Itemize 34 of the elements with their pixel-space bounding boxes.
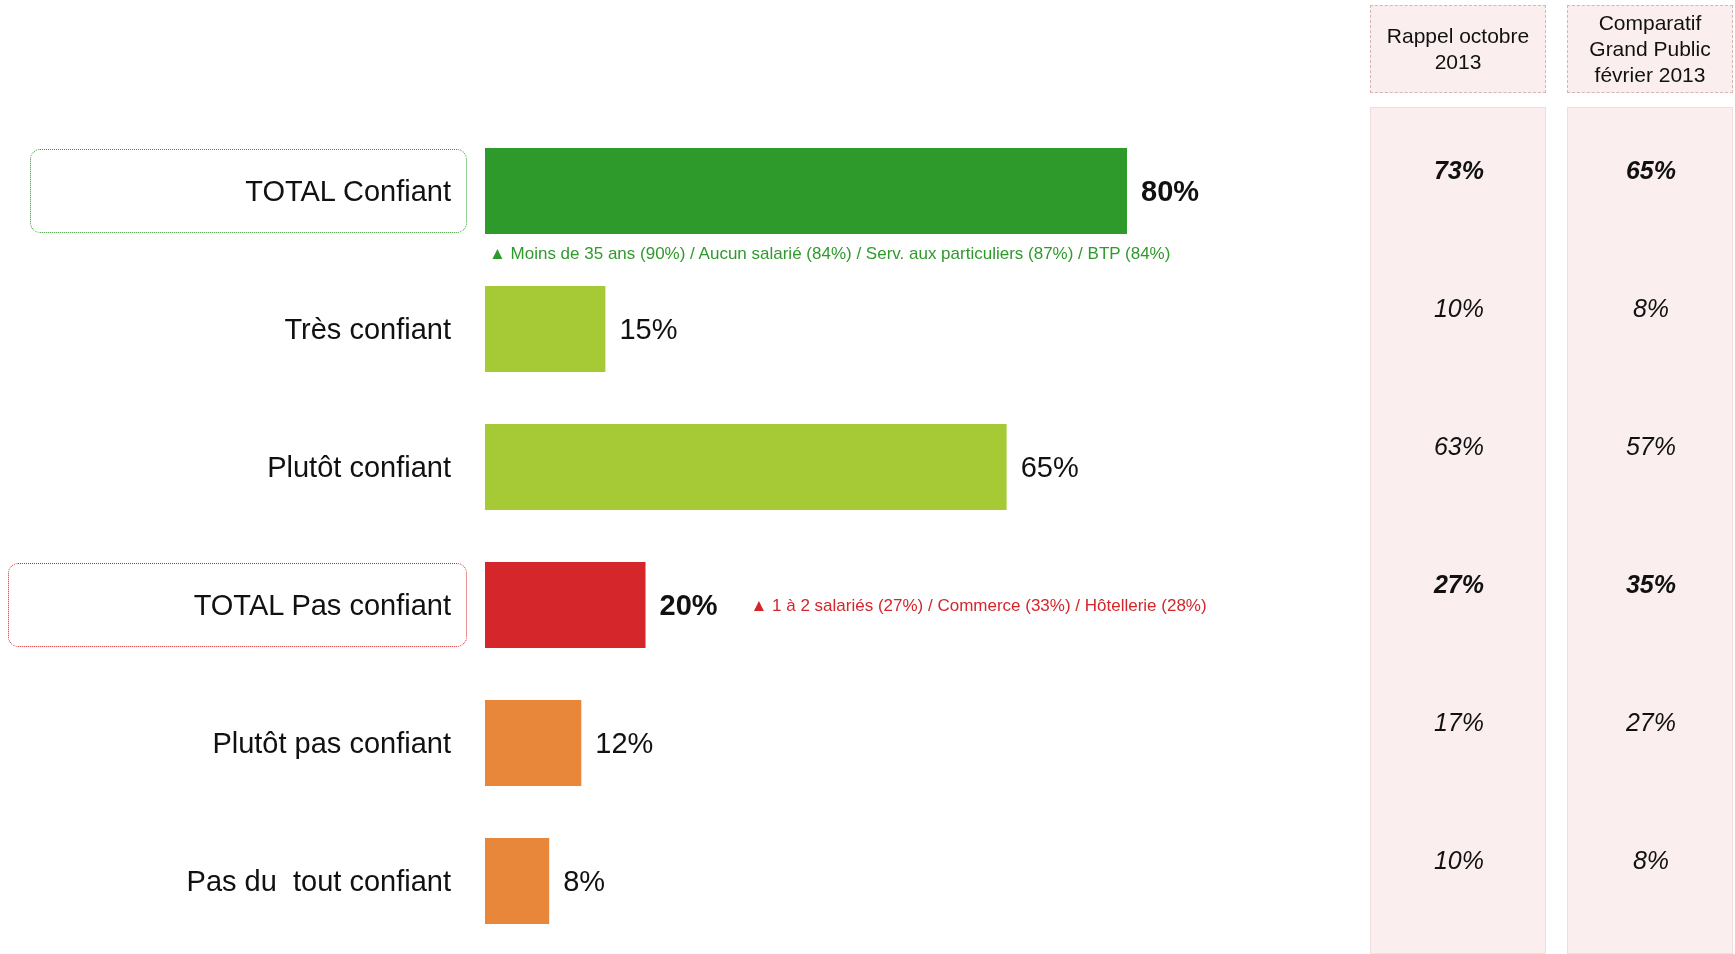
- bar: [485, 838, 550, 924]
- y-tick-label: TOTAL Pas confiant: [193, 589, 451, 621]
- text: 17%: [1432, 707, 1485, 738]
- text: 10%: [1432, 293, 1485, 324]
- annotation: ▲ Moins de 35 ans (90%) / Aucun salarié (84%) / Serv. aux particuliers (87%) / BTP (84%): [489, 243, 1171, 263]
- text: 10%: [1432, 845, 1485, 876]
- text: 27%: [1432, 569, 1485, 600]
- data-label: 12%: [595, 727, 654, 759]
- bar: [485, 286, 606, 372]
- text: 63%: [1432, 431, 1485, 462]
- text: 8%: [1631, 845, 1671, 876]
- text: Comparatif Grand Public février 2013: [1567, 5, 1733, 93]
- y-tick-label: Très confiant: [284, 313, 451, 345]
- text: 35%: [1624, 569, 1677, 600]
- data-label: 15%: [619, 313, 678, 345]
- y-tick-label: Pas du tout confiant: [186, 865, 451, 897]
- text: 27%: [1624, 707, 1677, 738]
- bar: [485, 424, 1007, 510]
- y-tick-label: TOTAL Confiant: [245, 175, 451, 207]
- annotation: ▲ 1 à 2 salariés (27%) / Commerce (33%) / Hôtellerie (28%): [750, 595, 1207, 615]
- text: 65%: [1624, 155, 1677, 186]
- text: Rappel octobre 2013: [1370, 5, 1546, 93]
- text: 57%: [1624, 431, 1677, 462]
- y-tick-label: Plutôt confiant: [267, 451, 451, 483]
- bar: [485, 148, 1127, 234]
- data-label: 65%: [1020, 451, 1079, 483]
- bar: [485, 562, 646, 648]
- data-label: 20%: [659, 589, 718, 621]
- data-label: 8%: [563, 865, 606, 897]
- text: 73%: [1432, 155, 1485, 186]
- y-tick-label: Plutôt pas confiant: [212, 727, 451, 759]
- data-label: 80%: [1141, 175, 1200, 207]
- bar: [485, 700, 582, 786]
- text: 8%: [1631, 293, 1671, 324]
